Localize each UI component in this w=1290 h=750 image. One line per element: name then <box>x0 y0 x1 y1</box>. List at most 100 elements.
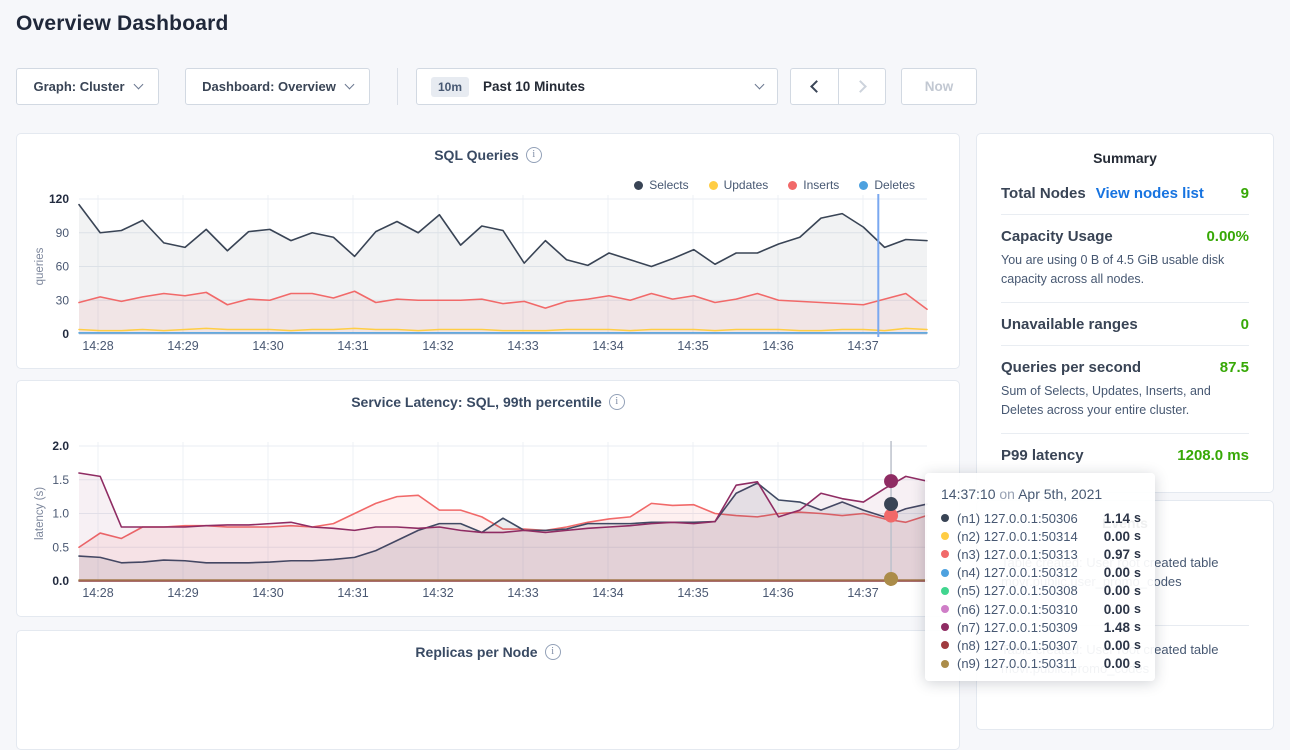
svg-text:latency (s): latency (s) <box>34 487 46 540</box>
time-back-button[interactable] <box>791 69 838 104</box>
chart-header: Replicas per Node i <box>17 631 959 660</box>
tooltip-node-row: (n9) 127.0.0.1:50311 0.00 s <box>941 655 1141 673</box>
graph-dropdown[interactable]: Graph: Cluster <box>16 68 159 105</box>
node-latency-value: 0.00 <box>1103 656 1131 672</box>
legend-item-deletes[interactable]: Deletes <box>859 178 915 192</box>
tooltip-date: Apr 5th, 2021 <box>1018 486 1103 502</box>
series-color-dot <box>788 180 798 190</box>
time-forward-button[interactable] <box>838 69 885 104</box>
svg-text:14:28: 14:28 <box>82 339 113 353</box>
svg-text:0: 0 <box>62 327 69 341</box>
now-button[interactable]: Now <box>901 68 977 105</box>
svg-text:14:33: 14:33 <box>507 586 538 600</box>
dashboard-dropdown[interactable]: Dashboard: Overview <box>185 68 370 105</box>
metric-note: You are using 0 B of 4.5 GiB usable disk… <box>1001 253 1225 287</box>
node-address: (n6) 127.0.0.1:50310 <box>957 601 1078 617</box>
replicas-per-node-card: Replicas per Node i <box>16 630 960 750</box>
svg-text:14:31: 14:31 <box>337 586 368 600</box>
node-color-dot <box>941 659 949 668</box>
time-range-picker[interactable]: 10m Past 10 Minutes <box>416 68 778 105</box>
series-color-dot <box>634 180 644 190</box>
node-color-dot <box>941 532 949 541</box>
tooltip-node-row: (n4) 127.0.0.1:50312 0.00 s <box>941 564 1141 582</box>
legend-item-selects[interactable]: Selects <box>634 178 689 192</box>
svg-text:14:32: 14:32 <box>422 586 453 600</box>
summary-row-qps: Queries per second 87.5 Sum of Selects, … <box>1001 344 1249 433</box>
info-icon[interactable]: i <box>608 394 625 410</box>
time-range-label: Past 10 Minutes <box>483 79 586 94</box>
summary-row-total-nodes: Total Nodes View nodes list 9 <box>1001 172 1249 214</box>
node-latency-value: 0.97 <box>1103 546 1131 562</box>
svg-text:14:30: 14:30 <box>252 339 283 353</box>
node-color-dot <box>941 605 949 614</box>
svg-text:14:37: 14:37 <box>847 339 878 353</box>
svg-text:0.0: 0.0 <box>52 574 69 588</box>
latency-unit: s <box>1134 565 1141 580</box>
graph-dropdown-label: Graph: Cluster <box>33 79 125 94</box>
metric-value: 9 <box>1240 185 1249 202</box>
svg-text:120: 120 <box>49 192 69 206</box>
summary-row-capacity-usage: Capacity Usage 0.00% You are using 0 B o… <box>1001 214 1249 302</box>
node-address: (n9) 127.0.0.1:50311 <box>957 656 1077 672</box>
chevron-down-icon <box>133 79 143 90</box>
svg-text:14:29: 14:29 <box>167 339 198 353</box>
metric-value: 0.00% <box>1206 228 1249 245</box>
metric-label: Total Nodes <box>1001 185 1086 202</box>
node-latency-value: 0.00 <box>1103 528 1131 544</box>
metric-note: Sum of Selects, Updates, Inserts, and De… <box>1001 383 1211 418</box>
tooltip-node-row: (n1) 127.0.0.1:50306 1.14 s <box>941 509 1141 527</box>
node-color-dot <box>941 641 949 650</box>
metric-label: Capacity Usage <box>1001 228 1113 245</box>
legend-label: Inserts <box>803 178 840 192</box>
latency-unit: s <box>1134 529 1141 544</box>
svg-text:14:32: 14:32 <box>422 339 453 353</box>
info-icon[interactable]: i <box>544 644 561 660</box>
sql-latency-card: Service Latency: SQL, 99th percentile i … <box>16 380 960 617</box>
time-nav-group <box>790 68 886 105</box>
summary-row-unavailable-ranges: Unavailable ranges 0 <box>1001 301 1249 345</box>
svg-text:1.5: 1.5 <box>52 473 69 487</box>
tooltip-conjunction: on <box>999 486 1015 502</box>
view-nodes-list-link[interactable]: View nodes list <box>1095 185 1204 202</box>
sql-latency-chart[interactable]: 14:28 14:29 14:30 14:31 14:32 14:33 14:34 14:35… <box>17 438 961 610</box>
svg-text:60: 60 <box>56 260 70 274</box>
dashboard-dropdown-label: Dashboard: Overview <box>202 79 336 94</box>
node-latency-value: 0.00 <box>1103 601 1131 617</box>
svg-text:14:35: 14:35 <box>677 339 708 353</box>
info-icon[interactable]: i <box>525 147 542 163</box>
summary-row-p99-latency: P99 latency 1208.0 ms <box>1001 432 1249 476</box>
chevron-right-icon <box>853 80 867 93</box>
overview-dashboard-page: Overview Dashboard Graph: Cluster Dashbo… <box>16 12 1274 750</box>
legend-item-inserts[interactable]: Inserts <box>788 178 839 192</box>
node-address: (n7) 127.0.0.1:50309 <box>957 619 1078 635</box>
chart-title: Service Latency: SQL, 99th percentile <box>351 394 602 410</box>
latency-unit: s <box>1134 620 1141 635</box>
chart-hover-tooltip: 14:37:10 on Apr 5th, 2021 (n1) 127.0.0.1… <box>925 473 1155 681</box>
chevron-left-icon <box>810 80 823 93</box>
svg-text:14:29: 14:29 <box>167 586 198 600</box>
chevron-down-icon <box>754 79 765 90</box>
node-latency-value: 1.48 <box>1103 619 1131 635</box>
now-button-label: Now <box>924 79 954 94</box>
svg-text:14:35: 14:35 <box>677 586 708 600</box>
svg-text:14:36: 14:36 <box>762 339 793 353</box>
svg-text:14:37: 14:37 <box>847 586 878 600</box>
svg-text:0.5: 0.5 <box>52 540 69 554</box>
node-address: (n3) 127.0.0.1:50313 <box>957 546 1078 562</box>
latency-unit: s <box>1134 583 1141 598</box>
node-address: (n4) 127.0.0.1:50312 <box>957 565 1078 581</box>
svg-text:14:34: 14:34 <box>592 339 623 353</box>
sql-queries-chart[interactable]: 14:28 14:29 14:30 14:31 14:32 14:33 14:34 14:35… <box>17 191 961 363</box>
latency-unit: s <box>1134 547 1141 562</box>
metric-value: 0 <box>1240 315 1249 333</box>
controls-divider <box>397 68 398 105</box>
tooltip-node-rows: (n1) 127.0.0.1:50306 1.14 s (n2) 127.0.0.1:… <box>941 509 1141 673</box>
node-color-dot <box>941 568 949 577</box>
latency-unit: s <box>1134 638 1141 653</box>
legend-item-updates[interactable]: Updates <box>708 178 768 192</box>
svg-text:90: 90 <box>56 226 70 240</box>
metric-value: 1208.0 ms <box>1177 446 1249 464</box>
svg-text:14:34: 14:34 <box>592 586 623 600</box>
summary-title: Summary <box>1093 150 1157 166</box>
svg-text:queries: queries <box>34 247 46 285</box>
